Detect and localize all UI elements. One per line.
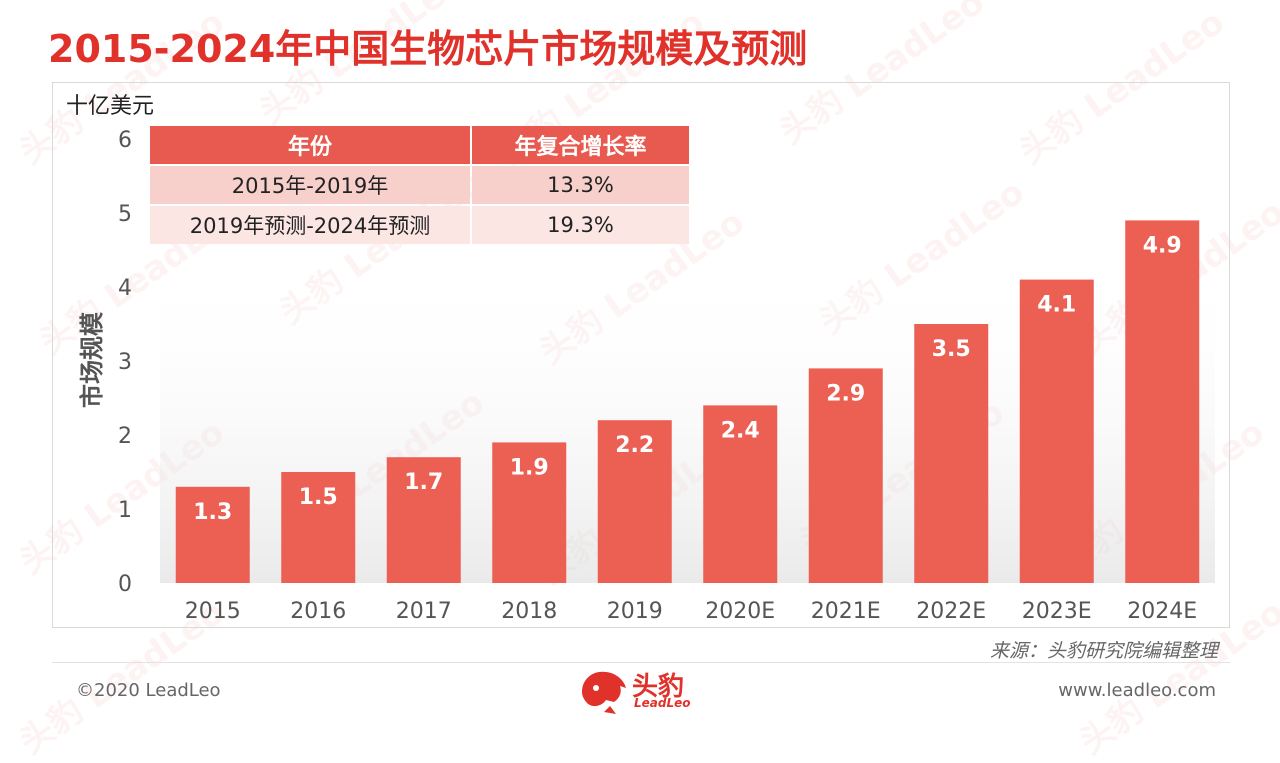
bar: [1125, 220, 1200, 583]
leopard-icon: [582, 671, 626, 714]
x-tick-label: 2019: [607, 599, 663, 624]
y-tick-label: 4: [118, 276, 132, 301]
data-label: 3.5: [932, 337, 971, 362]
data-label: 1.9: [510, 455, 549, 480]
bar: [492, 442, 567, 583]
x-tick-label: 2022E: [916, 599, 986, 624]
x-tick-label: 2015: [185, 599, 241, 624]
data-label: 1.7: [404, 470, 443, 495]
y-tick-label: 3: [118, 350, 132, 375]
bar: [386, 457, 461, 583]
data-label: 1.3: [193, 500, 232, 525]
cagr-period: 2019年预测-2024年预测: [150, 206, 470, 244]
y-tick-label: 1: [118, 498, 132, 523]
unit-label: 十亿美元: [66, 94, 155, 119]
footer-divider: [52, 662, 1230, 663]
logo-cn-text: 头豹: [632, 672, 685, 702]
data-label: 2.9: [826, 381, 865, 406]
cagr-rate: 13.3%: [472, 166, 689, 204]
bar: [914, 324, 989, 583]
table-row: 2015年-2019年 13.3%: [150, 166, 689, 204]
y-tick-label: 6: [118, 128, 132, 153]
y-tick-label: 5: [118, 202, 132, 227]
x-tick-label: 2021E: [811, 599, 881, 624]
website-link[interactable]: www.leadleo.com: [1058, 680, 1216, 701]
bar: [808, 368, 883, 583]
logo-en-text: LeadLeo: [634, 696, 691, 710]
bar-chart: 0 1 2 3 4 5 6 1.3 2015 1.5 2016 1.7 2017 1.9 2018 2.2 20…: [118, 128, 1215, 624]
data-label: 4.9: [1143, 233, 1182, 258]
cagr-rate: 19.3%: [472, 206, 689, 244]
x-tick-label: 2024E: [1127, 599, 1197, 624]
cagr-header-rate: 年复合增长率: [472, 126, 689, 164]
data-label: 2.2: [615, 433, 654, 458]
cagr-header-year: 年份: [150, 126, 470, 164]
x-tick-label: 2016: [290, 599, 346, 624]
bar: [175, 486, 250, 583]
leadleo-logo: 头豹 LeadLeo: [576, 662, 706, 718]
x-tick-label: 2017: [396, 599, 452, 624]
data-label: 1.5: [299, 485, 338, 510]
bar: [597, 420, 672, 583]
x-tick-label: 2020E: [705, 599, 775, 624]
data-label: 2.4: [721, 418, 760, 443]
cagr-period: 2015年-2019年: [150, 166, 470, 204]
page-title: 2015-2024年中国生物芯片市场规模及预测: [48, 27, 808, 71]
table-row: 2019年预测-2024年预测 19.3%: [150, 206, 689, 244]
data-label: 4.1: [1037, 293, 1076, 318]
bar: [1019, 279, 1094, 583]
bar: [703, 405, 778, 583]
source-note: 来源：头豹研究院编辑整理: [989, 640, 1218, 662]
x-tick-label: 2018: [501, 599, 557, 624]
bar: [281, 472, 356, 583]
y-tick-label: 2: [118, 424, 132, 449]
x-tick-label: 2023E: [1022, 599, 1092, 624]
cagr-table: 年份 年复合增长率 2015年-2019年 13.3% 2019年预测-2024…: [148, 124, 691, 246]
y-tick-label: 0: [118, 572, 132, 597]
copyright-text: ©2020 LeadLeo: [76, 680, 221, 701]
chart-frame: [52, 82, 1230, 628]
